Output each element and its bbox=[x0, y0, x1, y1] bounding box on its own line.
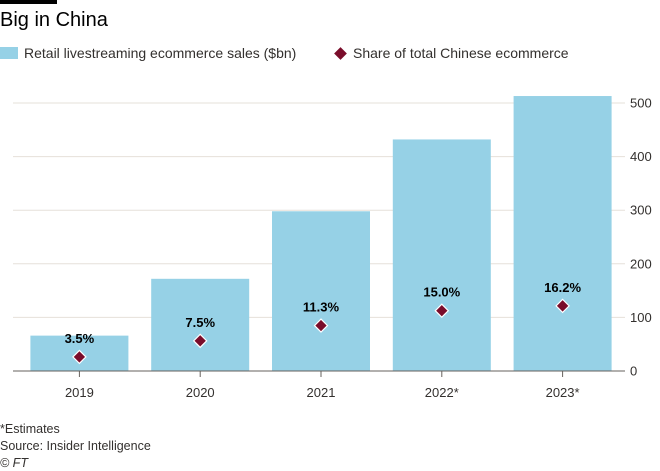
legend-bar-swatch bbox=[0, 47, 18, 59]
y-tick-label: 500 bbox=[630, 96, 652, 111]
y-tick-label: 300 bbox=[630, 203, 652, 218]
axes: 0 100 200 300 400 500 2019 2020 2021 2022* 2023* bbox=[13, 96, 652, 400]
share-data-label: 7.5% bbox=[185, 315, 215, 330]
y-tick-label: 100 bbox=[630, 310, 652, 325]
legend-markers-label: Share of total Chinese ecommerce bbox=[353, 45, 569, 61]
legend-bars-label: Retail livestreaming ecommerce sales ($b… bbox=[24, 45, 297, 61]
bar bbox=[151, 278, 250, 371]
chart-title: Big in China bbox=[0, 9, 108, 31]
legend-diamond-swatch bbox=[334, 46, 347, 60]
share-data-label: 11.3% bbox=[303, 300, 340, 315]
x-tick-label: 2021 bbox=[307, 385, 336, 400]
ft-credit: © FT bbox=[0, 456, 28, 470]
bar bbox=[392, 139, 491, 371]
share-data-label: 3.5% bbox=[65, 331, 95, 346]
share-marker bbox=[192, 333, 208, 349]
legend-item-markers: Share of total Chinese ecommerce bbox=[332, 44, 569, 62]
legend-item-bars: Retail livestreaming ecommerce sales ($b… bbox=[0, 44, 296, 62]
chart-plot: 0 100 200 300 400 500 2019 2020 2021 2022* 2023* 3… bbox=[13, 96, 652, 400]
ft-top-rule bbox=[0, 0, 57, 4]
footnote: *Estimates bbox=[0, 422, 60, 436]
share-marker bbox=[313, 318, 329, 333]
bar bbox=[272, 211, 370, 371]
share-marker bbox=[555, 298, 570, 314]
share-data-label: 16.2% bbox=[544, 280, 581, 295]
y-tick-label: 200 bbox=[630, 256, 652, 271]
share-data-label: 15.0% bbox=[423, 285, 460, 300]
share-markers: 3.5% 7.5% 11.3% 15.0% 16.2% bbox=[65, 280, 581, 365]
x-tick-label: 2019 bbox=[65, 385, 94, 400]
share-marker bbox=[434, 303, 450, 319]
y-tick-label: 400 bbox=[630, 149, 652, 164]
x-tick-label: 2023* bbox=[546, 385, 580, 400]
bars bbox=[30, 96, 612, 372]
source-note: Source: Insider Intelligence bbox=[0, 439, 151, 453]
y-tick-label: 0 bbox=[630, 364, 637, 379]
share-marker bbox=[72, 349, 87, 365]
bar bbox=[513, 96, 612, 372]
x-tick-label: 2022* bbox=[425, 385, 459, 400]
x-tick-label: 2020 bbox=[186, 385, 215, 400]
